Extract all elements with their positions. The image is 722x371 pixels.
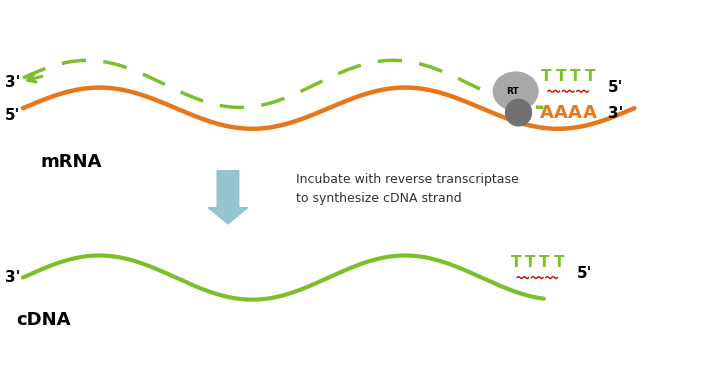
Text: T: T [556, 69, 566, 84]
Text: A: A [583, 104, 596, 122]
Text: 5': 5' [608, 80, 623, 95]
FancyArrow shape [208, 171, 248, 224]
Text: A: A [539, 104, 554, 122]
Text: T: T [539, 255, 549, 270]
Text: 3': 3' [5, 75, 20, 90]
Text: mRNA: mRNA [41, 153, 103, 171]
Text: T: T [570, 69, 580, 84]
Text: A: A [568, 104, 582, 122]
Text: Incubate with reverse transcriptase
to synthesize cDNA strand: Incubate with reverse transcriptase to s… [296, 173, 519, 205]
Text: 3': 3' [608, 106, 623, 121]
Text: 5': 5' [577, 266, 592, 281]
Text: 3': 3' [5, 270, 20, 285]
Text: T: T [554, 255, 564, 270]
Text: T: T [525, 255, 535, 270]
Circle shape [505, 99, 531, 126]
Text: T: T [510, 255, 521, 270]
Text: cDNA: cDNA [16, 311, 70, 329]
Text: T: T [542, 69, 552, 84]
Text: RT: RT [505, 87, 518, 96]
Text: T: T [585, 69, 595, 84]
Ellipse shape [493, 72, 538, 111]
Text: A: A [554, 104, 568, 122]
Text: 5': 5' [5, 108, 20, 123]
